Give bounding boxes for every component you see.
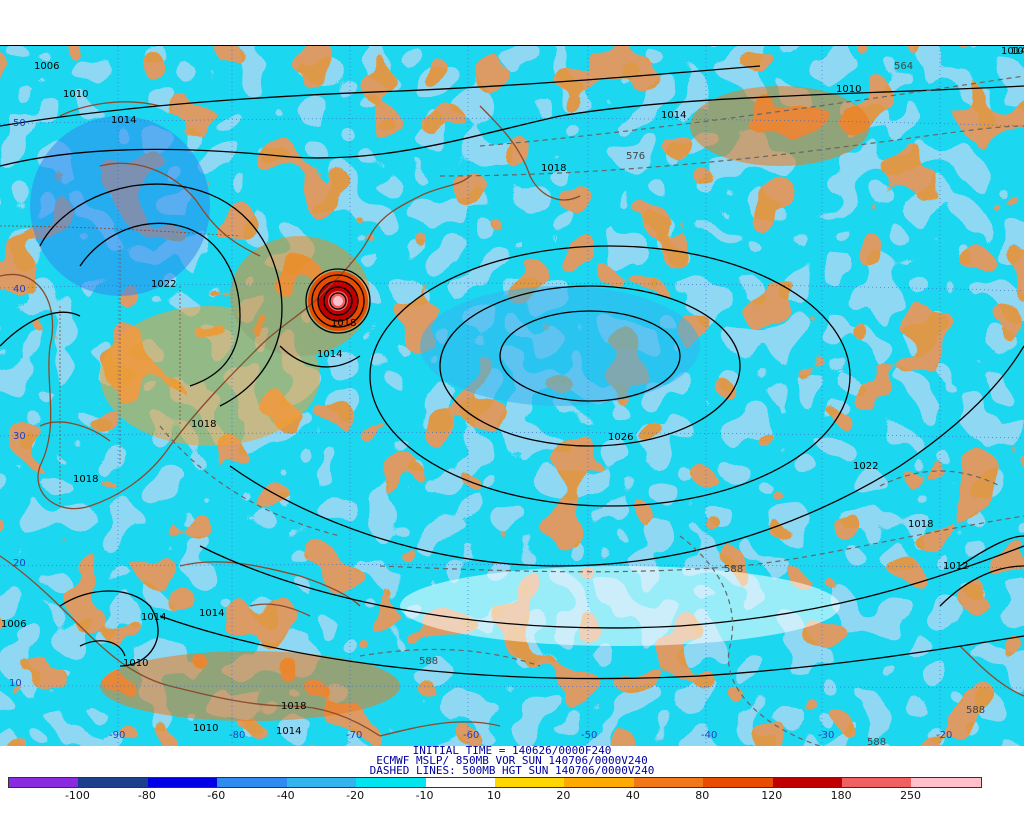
latitude-label: 50 [13,118,26,129]
borders [0,225,241,506]
vorticity-regions [30,86,870,721]
colorbar-label: -100 [64,789,90,802]
isobar-label: 1014 [111,115,137,126]
height-contour-label: 564 [894,61,914,72]
colorbar-segment [911,778,981,787]
colorbar-label: 10 [487,789,501,802]
colorbar-segment [564,778,634,787]
colorbar-label: -80 [137,789,156,802]
height-contours [159,75,1024,746]
longitude-label: -30 [818,730,835,741]
isobar-label: 1006 [1,619,27,630]
colorbar-label: 80 [695,789,710,802]
isobar-label: 1010 [123,658,149,669]
isobar-label: 1010 [836,84,862,95]
weather-map: 1006 1010 1014 1022 1014 1018 1018 1018 1014 1026… [0,45,1024,746]
longitude-label: -50 [581,730,598,741]
colorbar-segment [633,778,704,787]
longitude-label: -60 [463,730,480,741]
colorbar-segment [356,778,426,787]
isobar-label: 1012 [943,561,969,572]
isobar-label: 1014 [199,608,225,619]
colorbar-segment [772,778,843,787]
height-contour-label: 588 [867,737,887,746]
colorbar-segment [842,778,912,787]
isobar-label: 1010 [63,89,89,100]
colorbar-label: 120 [761,789,783,802]
latitude-label: 20 [13,558,26,569]
isobar-label: 1026 [608,432,634,443]
header-initial-time: INITIAL TIME = 140626/0000F240 [412,744,612,757]
colorbar-label: -40 [276,789,295,802]
longitude-label: -70 [346,730,363,741]
header-dashed-lines: DASHED LINES: 500MB HGT SUN 140706/0000V… [369,764,655,777]
height-contour-label: 588 [966,705,986,716]
colorbar-segment [9,778,79,787]
isobar-label: 1022 [151,279,177,290]
height-contour-label: 576 [626,151,646,162]
colorbar-label: 20 [556,789,571,802]
latitude-label: 30 [13,431,26,442]
colorbar-segment [494,778,565,787]
isobar-label: 1014 [1001,46,1024,57]
longitude-label: -80 [229,730,246,741]
longitude-label: -90 [109,730,126,741]
isobar-label: 1014 [276,726,302,737]
colorbar [8,777,982,788]
coastlines [0,101,1024,737]
isobar-label: 1018 [191,419,217,430]
colorbar-segment [425,778,495,787]
isobar-label: 1014 [317,349,343,360]
isobar-label: 1018 [908,519,934,530]
colorbar-label: -10 [415,789,434,802]
height-contour-label: 588 [724,564,744,575]
lat-lon-grid [0,46,1024,746]
isobar-label: 1006 [34,61,60,72]
colorbar-label: 250 [900,789,922,802]
isobar-label: 1010 [1011,46,1024,57]
colorbar-segment [703,778,773,787]
isobar-label: 1018 [541,163,567,174]
longitude-label: -40 [701,730,718,741]
isobar-label: 1014 [141,612,167,623]
isobars [0,65,1024,680]
latitude-label: 10 [9,678,22,689]
isobar-label: 1018 [281,701,307,712]
colorbar-segment [147,778,218,787]
longitude-label: -20 [936,730,953,741]
isobar-label: 1018 [331,318,357,329]
colorbar-segment [217,778,287,787]
colorbar-label: -20 [346,789,365,802]
isobar-label: 1010 [193,723,219,734]
isobar-label: 1014 [661,110,687,121]
latitude-label: 40 [13,284,26,295]
colorbar-segment [78,778,148,787]
colorbar-label: 180 [830,789,852,802]
colorbar-label: -60 [207,789,226,802]
colorbar-label: 40 [625,789,640,802]
map-canvas [0,46,1024,746]
isobar-label: 1018 [73,474,99,485]
colorbar-labels: -100 -80 -60 -40 -20 -10 10 20 40 80 120 180 250 [8,789,980,803]
header-product: ECMWF MSLP/ 850MB VOR SUN 140706/0000V24… [376,754,648,767]
colorbar-segment [286,778,357,787]
height-contour-label: 588 [419,656,439,667]
isobar-label: 1022 [853,461,879,472]
